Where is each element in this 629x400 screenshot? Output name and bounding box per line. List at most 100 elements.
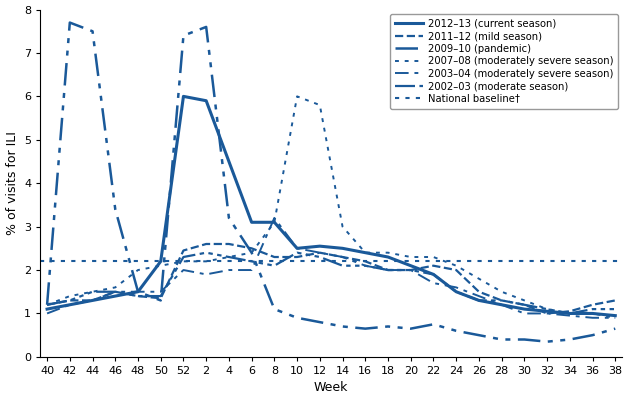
2007–08 (moderately severe season) <box>384 250 392 255</box>
2002–03 (moderate season) <box>384 268 392 272</box>
2002–03 (moderate season) <box>498 298 506 303</box>
2012–13 (current season) <box>362 250 369 255</box>
2009–10 (pandemic) <box>521 337 528 342</box>
2002–03 (moderate season) <box>89 289 96 294</box>
2011–12 (mild season) <box>384 268 392 272</box>
2007–08 (moderately severe season) <box>111 285 119 290</box>
2011–12 (mild season) <box>498 298 506 303</box>
2003–04 (moderately severe season) <box>270 216 278 220</box>
2009–10 (pandemic) <box>203 24 210 29</box>
2011–12 (mild season) <box>293 255 301 260</box>
2011–12 (mild season) <box>362 259 369 264</box>
National baseline† <box>43 259 51 264</box>
2012–13 (current season) <box>498 302 506 307</box>
2002–03 (moderate season) <box>316 255 323 260</box>
2007–08 (moderately severe season) <box>43 302 51 307</box>
2011–12 (mild season) <box>589 302 596 307</box>
Line: 2007–08 (moderately severe season): 2007–08 (moderately severe season) <box>47 96 615 318</box>
2011–12 (mild season) <box>611 298 619 303</box>
2011–12 (mild season) <box>475 289 482 294</box>
X-axis label: Week: Week <box>314 382 348 394</box>
Line: 2009–10 (pandemic): 2009–10 (pandemic) <box>47 22 615 342</box>
2011–12 (mild season) <box>566 309 574 314</box>
2009–10 (pandemic) <box>339 324 347 329</box>
National baseline† <box>66 259 74 264</box>
2002–03 (moderate season) <box>521 302 528 307</box>
2003–04 (moderately severe season) <box>543 311 551 316</box>
2007–08 (moderately severe season) <box>270 220 278 225</box>
2007–08 (moderately severe season) <box>248 250 255 255</box>
2003–04 (moderately severe season) <box>521 311 528 316</box>
2007–08 (moderately severe season) <box>89 289 96 294</box>
2011–12 (mild season) <box>134 294 142 298</box>
2007–08 (moderately severe season) <box>225 255 233 260</box>
2002–03 (moderate season) <box>362 263 369 268</box>
2012–13 (current season) <box>203 98 210 103</box>
2007–08 (moderately severe season) <box>498 289 506 294</box>
2012–13 (current season) <box>521 307 528 312</box>
2011–12 (mild season) <box>339 255 347 260</box>
Line: 2012–13 (current season): 2012–13 (current season) <box>47 96 615 316</box>
2007–08 (moderately severe season) <box>589 311 596 316</box>
2007–08 (moderately severe season) <box>339 224 347 229</box>
2009–10 (pandemic) <box>180 33 187 38</box>
2002–03 (moderate season) <box>566 311 574 316</box>
2002–03 (moderate season) <box>339 263 347 268</box>
2009–10 (pandemic) <box>66 20 74 25</box>
2011–12 (mild season) <box>430 263 437 268</box>
2009–10 (pandemic) <box>157 298 165 303</box>
2003–04 (moderately severe season) <box>362 263 369 268</box>
2009–10 (pandemic) <box>430 322 437 327</box>
2009–10 (pandemic) <box>89 29 96 34</box>
2003–04 (moderately severe season) <box>384 268 392 272</box>
2007–08 (moderately severe season) <box>180 259 187 264</box>
2002–03 (moderate season) <box>452 289 460 294</box>
2012–13 (current season) <box>452 289 460 294</box>
2002–03 (moderate season) <box>111 289 119 294</box>
2009–10 (pandemic) <box>566 337 574 342</box>
2011–12 (mild season) <box>157 296 165 301</box>
2009–10 (pandemic) <box>452 328 460 333</box>
2009–10 (pandemic) <box>475 333 482 338</box>
2011–12 (mild season) <box>180 248 187 253</box>
2003–04 (moderately severe season) <box>248 268 255 272</box>
2007–08 (moderately severe season) <box>475 276 482 281</box>
2002–03 (moderate season) <box>203 250 210 255</box>
2002–03 (moderate season) <box>157 294 165 298</box>
2003–04 (moderately severe season) <box>407 268 415 272</box>
2007–08 (moderately severe season) <box>521 298 528 303</box>
Y-axis label: % of visits for ILI: % of visits for ILI <box>6 131 19 235</box>
2011–12 (mild season) <box>66 298 74 303</box>
2012–13 (current season) <box>566 311 574 316</box>
2003–04 (moderately severe season) <box>225 268 233 272</box>
2007–08 (moderately severe season) <box>157 263 165 268</box>
2007–08 (moderately severe season) <box>134 268 142 272</box>
2007–08 (moderately severe season) <box>407 255 415 260</box>
2003–04 (moderately severe season) <box>293 246 301 251</box>
2002–03 (moderate season) <box>248 259 255 264</box>
2012–13 (current season) <box>339 246 347 251</box>
2012–13 (current season) <box>134 289 142 294</box>
2009–10 (pandemic) <box>43 302 51 307</box>
2007–08 (moderately severe season) <box>543 307 551 312</box>
Line: 2011–12 (mild season): 2011–12 (mild season) <box>47 244 615 314</box>
2002–03 (moderate season) <box>293 250 301 255</box>
2003–04 (moderately severe season) <box>339 255 347 260</box>
2012–13 (current season) <box>180 94 187 99</box>
2002–03 (moderate season) <box>134 294 142 298</box>
2012–13 (current season) <box>157 259 165 264</box>
2012–13 (current season) <box>248 220 255 225</box>
2002–03 (moderate season) <box>225 255 233 260</box>
2009–10 (pandemic) <box>270 307 278 312</box>
2007–08 (moderately severe season) <box>611 315 619 320</box>
2002–03 (moderate season) <box>611 307 619 312</box>
2002–03 (moderate season) <box>66 298 74 303</box>
2007–08 (moderately severe season) <box>566 311 574 316</box>
2003–04 (moderately severe season) <box>43 311 51 316</box>
2007–08 (moderately severe season) <box>203 259 210 264</box>
2003–04 (moderately severe season) <box>498 302 506 307</box>
2003–04 (moderately severe season) <box>316 250 323 255</box>
2007–08 (moderately severe season) <box>362 250 369 255</box>
2007–08 (moderately severe season) <box>293 94 301 99</box>
2011–12 (mild season) <box>43 302 51 307</box>
